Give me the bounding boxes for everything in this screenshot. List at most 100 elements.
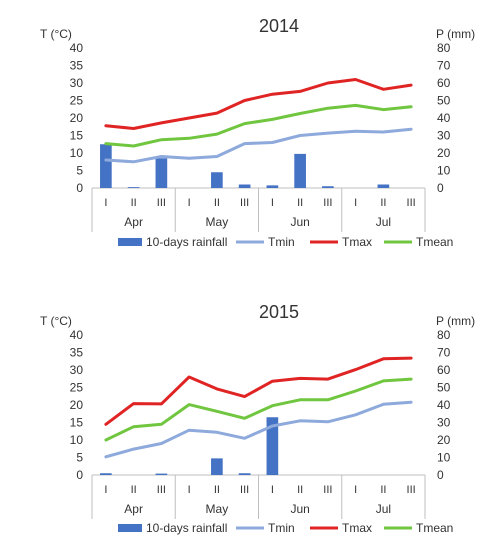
rainfall-bar xyxy=(127,187,140,188)
x-tick-label: II xyxy=(131,197,137,209)
y-right-tick-label: 30 xyxy=(437,416,451,430)
chart-2015: 2015 T (°C) P (mm) 0 5 10 15 20 25 30 35 40 0 10 20 30 4… xyxy=(40,302,475,535)
rainfall-bar xyxy=(238,473,251,475)
legend-label: Tmin xyxy=(268,521,295,535)
month-label: May xyxy=(206,502,229,516)
y-left-tick-label: 15 xyxy=(70,129,84,143)
legend-label: 10-days rainfall xyxy=(146,235,227,249)
y-right-tick-label: 50 xyxy=(437,94,451,108)
x-tick-label: II xyxy=(131,484,137,496)
rainfall-bar xyxy=(100,473,112,475)
x-tick-label: III xyxy=(157,197,166,209)
month-label: Jul xyxy=(376,215,391,229)
x-tick-label: II xyxy=(380,484,386,496)
rainfall-bar xyxy=(155,473,168,475)
x-tick-label: II xyxy=(214,484,220,496)
y-right-tick-label: 20 xyxy=(437,433,451,447)
rainfall-bar xyxy=(238,184,251,188)
series-line-tmax xyxy=(104,78,413,130)
x-tick-label: II xyxy=(214,197,220,209)
series-line-tmean xyxy=(104,103,413,148)
y-right-tick-label: 20 xyxy=(437,146,451,160)
x-tick-label: II xyxy=(297,484,303,496)
y-right-tick-label: 0 xyxy=(437,181,444,195)
y-left-tick-label: 25 xyxy=(70,94,84,108)
rainfall-bar xyxy=(211,172,223,188)
y-right-tick-label: 40 xyxy=(437,111,451,125)
month-label: Jul xyxy=(376,502,391,516)
x-tick-label: III xyxy=(323,197,332,209)
y-left-tick-label: 0 xyxy=(76,468,83,482)
series-line-tmax xyxy=(104,356,413,426)
x-tick-label: II xyxy=(297,197,303,209)
x-tick-label: I xyxy=(354,484,357,496)
rainfall-bar xyxy=(266,417,279,475)
legend-label: 10-days rainfall xyxy=(146,521,227,535)
x-tick-label: III xyxy=(407,197,416,209)
y-right-tick-label: 50 xyxy=(437,381,451,395)
chart-2014: 2014 T (°C) P (mm) 0 5 10 15 20 25 30 35 40 0 10 20 30 4… xyxy=(40,16,475,249)
y-left-tick-label: 10 xyxy=(70,433,84,447)
x-tick-label: III xyxy=(157,484,166,496)
month-label: Jun xyxy=(290,215,309,229)
y-left-tick-label: 0 xyxy=(76,181,83,195)
y-left-tick-label: 40 xyxy=(70,328,84,342)
y-right-tick-label: 80 xyxy=(437,41,451,55)
x-tick-label: I xyxy=(104,484,107,496)
x-tick-label: I xyxy=(271,484,274,496)
x-tick-label: I xyxy=(104,197,107,209)
y-right-tick-label: 10 xyxy=(437,451,451,465)
legend-label: Tmin xyxy=(268,235,295,249)
y-left-tick-label: 35 xyxy=(70,59,84,73)
x-tick-label: III xyxy=(240,197,249,209)
y-right-tick-label: 40 xyxy=(437,398,451,412)
rainfall-bar xyxy=(100,144,112,188)
y-left-tick-label: 30 xyxy=(70,363,84,377)
y-right-tick-label: 80 xyxy=(437,328,451,342)
y-left-tick-label: 5 xyxy=(76,451,83,465)
y-left-tick-label: 40 xyxy=(70,41,84,55)
y-right-tick-label: 70 xyxy=(437,346,451,360)
chart-title: 2014 xyxy=(259,16,299,36)
y-left-tick-label: 25 xyxy=(70,381,84,395)
legend-swatch-rainfall xyxy=(118,238,142,246)
y-right-tick-label: 70 xyxy=(437,59,451,73)
x-tick-label: III xyxy=(323,484,332,496)
x-tick-label: I xyxy=(271,197,274,209)
x-tick-label: I xyxy=(354,197,357,209)
x-tick-label: I xyxy=(188,197,191,209)
rainfall-bar xyxy=(322,186,334,188)
x-tick-label: III xyxy=(407,484,416,496)
month-label: May xyxy=(206,215,229,229)
x-tick-label: I xyxy=(188,484,191,496)
y-left-tick-label: 5 xyxy=(76,164,83,178)
y-axis-right-label: P (mm) xyxy=(436,27,475,41)
y-right-tick-label: 60 xyxy=(437,76,451,90)
y-left-tick-label: 30 xyxy=(70,76,84,90)
y-axis-left-label: T (°C) xyxy=(40,27,72,41)
month-label: Apr xyxy=(124,502,143,516)
y-right-tick-label: 60 xyxy=(437,363,451,377)
series-line-tmin xyxy=(104,400,413,459)
y-axis-left-label: T (°C) xyxy=(40,314,72,328)
rainfall-bar xyxy=(377,184,390,188)
chart-title: 2015 xyxy=(259,302,299,322)
legend-label: Tmean xyxy=(416,235,453,249)
month-label: Apr xyxy=(124,215,143,229)
y-right-tick-label: 30 xyxy=(437,129,451,143)
x-tick-label: II xyxy=(380,197,386,209)
rainfall-bar xyxy=(155,158,168,188)
y-left-tick-label: 20 xyxy=(70,398,84,412)
rainfall-bar xyxy=(294,153,306,188)
y-right-tick-label: 0 xyxy=(437,468,444,482)
legend-label: Tmean xyxy=(416,521,453,535)
legend-label: Tmax xyxy=(342,521,372,535)
x-tick-label: III xyxy=(240,484,249,496)
y-left-tick-label: 20 xyxy=(70,111,84,125)
y-axis-right-label: P (mm) xyxy=(436,314,475,328)
series-line-tmin xyxy=(104,127,413,164)
y-left-tick-label: 10 xyxy=(70,146,84,160)
month-label: Jun xyxy=(290,502,309,516)
